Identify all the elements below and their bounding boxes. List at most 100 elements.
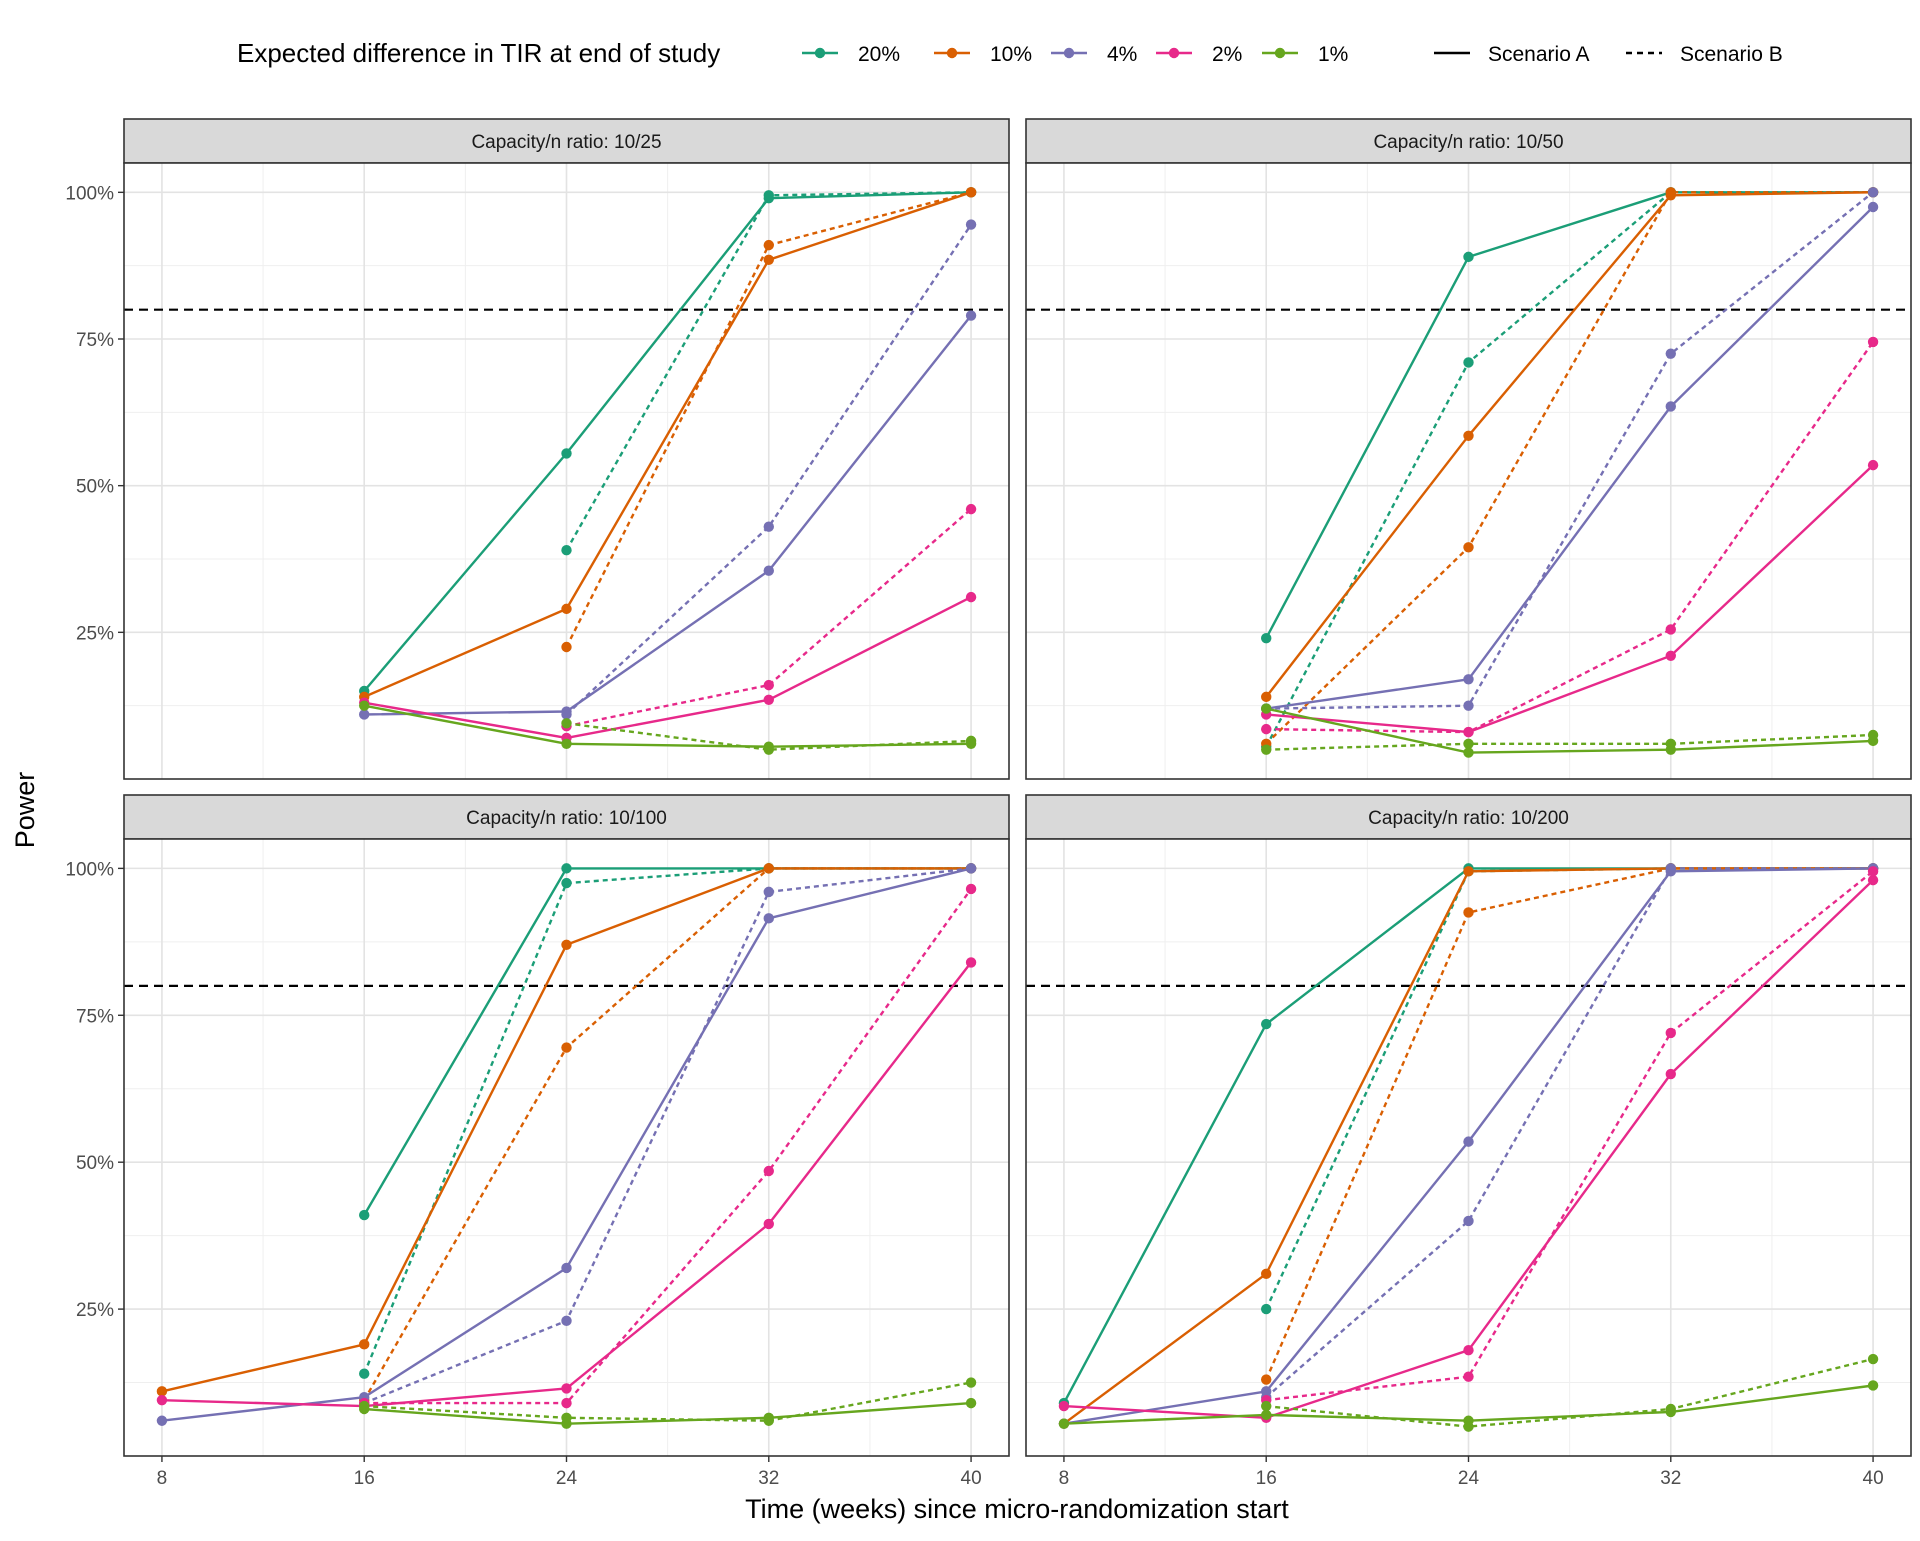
legend-key-point bbox=[1168, 47, 1180, 59]
x-axis: 8 16 24 32 40 bbox=[157, 1456, 982, 1489]
series bbox=[359, 187, 977, 755]
panel-2: Capacity/n ratio: 10/50 bbox=[1025, 118, 1912, 780]
data-point bbox=[561, 545, 572, 556]
data-point bbox=[1463, 251, 1474, 263]
series-line-4pct-scenario-b bbox=[565, 223, 973, 716]
series-line-4pct-scenario-b bbox=[1266, 191, 1874, 710]
series-line-2pct-scenario-a bbox=[1266, 464, 1874, 734]
data-point bbox=[965, 735, 977, 747]
panel-border bbox=[123, 162, 1010, 780]
data-point bbox=[561, 1412, 572, 1424]
y-tick-label: 75% bbox=[76, 330, 114, 351]
data-point bbox=[561, 1042, 572, 1053]
gridlines bbox=[1026, 163, 1911, 779]
y-axis: 25% 50% 75% 100% bbox=[65, 859, 124, 1321]
x-tick-label: 24 bbox=[556, 1468, 578, 1489]
data-point bbox=[561, 939, 572, 950]
legend-label: Scenario A bbox=[1488, 43, 1590, 66]
data-point bbox=[763, 239, 774, 251]
panel-strip bbox=[123, 118, 1010, 164]
data-point bbox=[763, 913, 774, 924]
data-point bbox=[1463, 542, 1474, 553]
data-point bbox=[359, 709, 370, 720]
data-point bbox=[561, 1397, 572, 1409]
data-point bbox=[561, 718, 572, 729]
x-tick-label: 32 bbox=[758, 1468, 779, 1489]
series-line-2pct-scenario-b bbox=[1266, 870, 1874, 1402]
data-point bbox=[359, 1368, 370, 1379]
panel-title: Capacity/n ratio: 10/25 bbox=[471, 132, 661, 153]
y-tick-label: 50% bbox=[76, 477, 114, 498]
data-point bbox=[156, 1394, 168, 1406]
data-point bbox=[1463, 357, 1474, 368]
y-axis-title: Power bbox=[10, 772, 40, 849]
data-point bbox=[763, 679, 774, 691]
data-point bbox=[965, 883, 977, 895]
series-line-1pct-scenario-a bbox=[363, 704, 972, 748]
data-point bbox=[1261, 1409, 1272, 1421]
data-point bbox=[1867, 729, 1879, 741]
data-point bbox=[1463, 430, 1474, 441]
legend-key-point bbox=[814, 47, 826, 59]
data-point bbox=[1463, 1215, 1474, 1227]
x-axis-title: Time (weeks) since micro-randomization s… bbox=[745, 1494, 1289, 1524]
data-point bbox=[1261, 1268, 1272, 1280]
data-point bbox=[1665, 738, 1676, 749]
data-point bbox=[1665, 624, 1676, 635]
legend-key-point bbox=[1274, 47, 1286, 59]
gridlines bbox=[124, 163, 1009, 779]
series bbox=[1058, 863, 1879, 1432]
data-point bbox=[561, 603, 572, 615]
data-point bbox=[1463, 674, 1474, 685]
series-line-4pct-scenario-a bbox=[364, 314, 973, 716]
series-line-20pct-scenario-b bbox=[1265, 191, 1874, 748]
x-tick-label: 8 bbox=[1059, 1468, 1070, 1489]
data-point bbox=[763, 1415, 774, 1426]
series-line-2pct-scenario-a bbox=[363, 596, 972, 740]
series bbox=[156, 863, 977, 1429]
data-point bbox=[965, 503, 977, 515]
data-point bbox=[965, 187, 977, 198]
legend-item-4pct: 4% bbox=[1051, 43, 1137, 66]
panel-title: Capacity/n ratio: 10/100 bbox=[466, 808, 667, 829]
data-point bbox=[1665, 1403, 1676, 1415]
data-point bbox=[156, 1415, 168, 1426]
x-tick-label: 8 bbox=[157, 1468, 168, 1489]
data-point bbox=[763, 565, 774, 576]
data-point bbox=[1463, 747, 1474, 758]
y-tick-label: 25% bbox=[76, 1300, 114, 1321]
data-point bbox=[1261, 744, 1272, 755]
data-point bbox=[1867, 459, 1879, 471]
data-point bbox=[1261, 1374, 1272, 1385]
legend-item-scenario-b: Scenario B bbox=[1626, 43, 1783, 66]
data-point bbox=[1463, 1136, 1474, 1147]
data-point bbox=[1463, 907, 1474, 918]
data-point bbox=[1261, 1018, 1272, 1030]
legend-key-point bbox=[1063, 47, 1075, 59]
data-point bbox=[965, 219, 977, 230]
series-line-10pct-scenario-a bbox=[1265, 191, 1874, 698]
data-point bbox=[965, 310, 977, 321]
x-tick-label: 40 bbox=[1863, 1468, 1884, 1489]
series-line-1pct-scenario-a bbox=[364, 1401, 972, 1425]
panel-1: Capacity/n ratio: 10/25 25% 50% 75% 100% bbox=[65, 118, 1010, 780]
data-point bbox=[965, 1377, 977, 1388]
series-line-20pct-scenario-a bbox=[1265, 191, 1874, 639]
series-line-4pct-scenario-b bbox=[363, 867, 972, 1405]
x-tick-label: 16 bbox=[1256, 1468, 1277, 1489]
x-tick-label: 32 bbox=[1660, 1468, 1681, 1489]
y-axis: 25% 50% 75% 100% bbox=[65, 183, 124, 644]
panel-strip bbox=[123, 794, 1010, 840]
series-line-1pct-scenario-b bbox=[1266, 733, 1874, 751]
data-point bbox=[763, 694, 774, 705]
data-point bbox=[1665, 863, 1676, 874]
data-point bbox=[1665, 401, 1676, 412]
legend: Expected difference in TIR at end of stu… bbox=[237, 38, 1783, 68]
data-point bbox=[965, 1397, 977, 1409]
y-tick-label: 75% bbox=[76, 1006, 114, 1027]
data-point bbox=[1463, 1345, 1474, 1356]
data-point bbox=[1463, 1371, 1474, 1382]
legend-label: 10% bbox=[990, 43, 1032, 66]
